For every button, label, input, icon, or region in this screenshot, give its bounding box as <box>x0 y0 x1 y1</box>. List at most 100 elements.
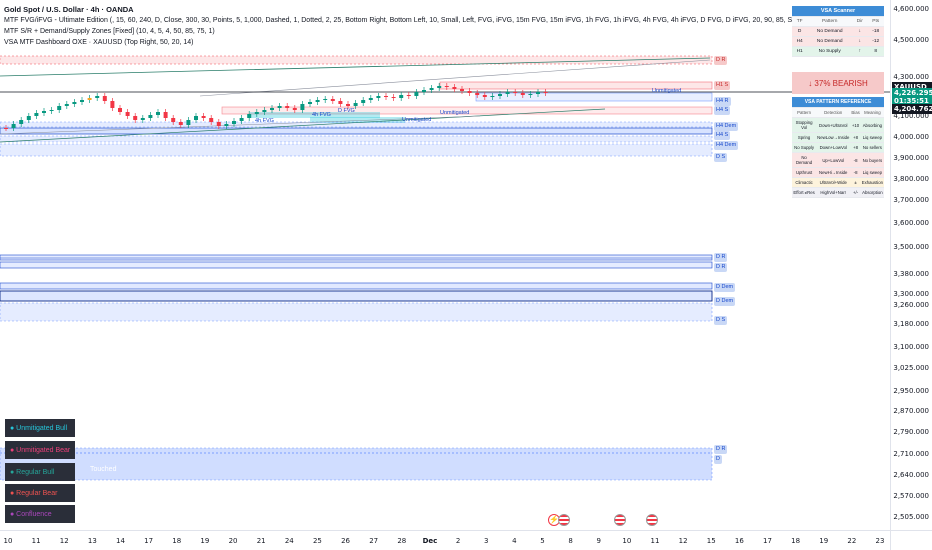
fvg-zone <box>0 447 713 481</box>
cell-dir: ↓ <box>852 26 868 37</box>
demand-zone <box>0 261 713 269</box>
candle-body <box>201 116 206 118</box>
price-tick-label: 3,025.000 <box>893 364 929 372</box>
time-tick-label: 11 <box>650 537 660 545</box>
candle-body <box>216 122 221 126</box>
table-cell: Down+LowVol <box>816 142 851 153</box>
symbol-title[interactable]: Gold Spot / U.S. Dollar · 4h · OANDA <box>4 5 134 14</box>
table-cell: No sellers <box>860 142 884 153</box>
candle-body <box>315 100 320 102</box>
time-tick-label: 15 <box>706 537 716 545</box>
price-tick-label: 3,500.000 <box>893 243 929 251</box>
candle-body <box>520 93 525 95</box>
table-cell: ± <box>850 177 861 188</box>
price-tick-label: 3,100.000 <box>893 343 929 351</box>
time-tick-label: 10 <box>3 537 13 545</box>
chart-pane[interactable]: Gold Spot / U.S. Dollar · 4h · OANDA MTF… <box>0 0 890 530</box>
time-tick-label: 5 <box>540 537 545 545</box>
cell-pattern: No Demand <box>807 36 853 47</box>
table-row: Spring NewLow→Inside +8 Liq sweep <box>792 132 884 143</box>
cell-dir: ↑ <box>852 46 868 57</box>
col-header: Pattern <box>807 16 853 27</box>
candle-body <box>262 110 267 112</box>
table-cell: +/- <box>850 187 861 198</box>
zone-tag: H4 S <box>714 106 731 115</box>
fvg-label: Unmitigated <box>440 110 470 116</box>
price-tick-label: 3,300.000 <box>893 290 929 298</box>
us-flag-icon[interactable] <box>646 514 658 526</box>
candle-body <box>338 101 343 104</box>
candle-body <box>452 87 457 89</box>
price-tick-label: 4,300.000 <box>893 73 929 81</box>
candle-body <box>437 86 442 88</box>
table-cell: Upthrust <box>792 167 817 178</box>
candle-body <box>330 99 335 101</box>
time-tick-label: 17 <box>763 537 772 545</box>
table-cell: NewHi→Inside <box>816 167 851 178</box>
table-cell: UltraVol+Wide <box>816 177 851 188</box>
time-tick-label: 8 <box>568 537 573 545</box>
candle-body <box>209 118 214 122</box>
table-row: Upthrust NewHi→Inside -8 Liq sweep <box>792 167 884 178</box>
col-header: Pattern <box>792 107 817 118</box>
demand-zone <box>0 290 713 302</box>
symbol-tag: XAUUSD <box>892 82 932 92</box>
candle-body <box>11 124 16 128</box>
time-tick-label: Dec <box>422 537 438 545</box>
vsa-scanner-title: VSA Scanner <box>792 6 884 17</box>
us-flag-icon[interactable] <box>614 514 626 526</box>
trend-line <box>0 108 606 143</box>
price-tick-label: 4,500.000 <box>893 36 929 44</box>
fvg-label: 4h FVG <box>312 112 331 118</box>
price-tick-label: 2,570.000 <box>893 492 929 500</box>
time-tick-label: 19 <box>200 537 210 545</box>
us-flag-icon[interactable] <box>558 514 570 526</box>
candle-body <box>110 101 115 108</box>
zone-tag: D Dem <box>714 283 736 292</box>
candle-body <box>505 92 510 94</box>
price-tick-label: 2,710.000 <box>893 450 929 458</box>
fvg-label: D FVG <box>338 108 355 114</box>
cell-dir: ↓ <box>852 36 868 47</box>
price-tick-label: 2,790.000 <box>893 428 929 436</box>
candle-body <box>178 122 183 125</box>
zone-tag: H4 S <box>714 131 731 140</box>
col-header: Bias <box>850 107 861 118</box>
fvg-zone <box>475 92 713 102</box>
axis-corner[interactable] <box>890 530 932 550</box>
price-tick-label: 2,950.000 <box>893 387 929 395</box>
table-cell: Up+LowVol <box>816 152 851 168</box>
candle-body <box>224 124 229 126</box>
time-tick-label: 2 <box>455 537 461 545</box>
col-header: TF <box>792 16 808 27</box>
indicator-vsa[interactable]: VSA MTF Dashboard OXE · XAUUSD (Top Righ… <box>4 39 194 46</box>
price-axis[interactable]: 4,600.000 4,500.000 4,300.000 4,100.000 4,00… <box>890 0 932 530</box>
table-cell: -8 <box>850 167 861 178</box>
fvg-label: Touched <box>90 466 117 473</box>
candle-body <box>64 104 69 106</box>
supply-zone <box>439 81 713 90</box>
chart-canvas[interactable] <box>0 0 890 530</box>
table-row: Effort ≠Res HighVol+Narr +/- Absorption <box>792 187 884 198</box>
demand-zone <box>0 121 713 128</box>
time-tick-label: 20 <box>228 537 238 545</box>
time-tick-label: 24 <box>284 537 294 545</box>
vsa-reference-title: VSA PATTERN REFERENCE <box>792 97 884 108</box>
zone-tag: D R <box>714 445 728 454</box>
col-header: Meaning <box>860 107 884 118</box>
cell-pts: -18 <box>867 26 884 37</box>
trend-line <box>0 57 711 77</box>
candlestick-series <box>4 83 548 131</box>
candle-body <box>414 92 419 96</box>
fvg-label: 4h FVG <box>255 118 274 124</box>
indicator-fvg[interactable]: MTF FVG/iFVG - Ultimate Edition (, 15, 6… <box>4 17 814 24</box>
col-header: Dir <box>852 16 868 27</box>
table-cell: +8 <box>850 132 861 143</box>
cell-tf: H4 <box>792 36 808 47</box>
table-cell: Liq sweep <box>860 167 884 178</box>
table-row: No Supply Down+LowVol +8 No sellers <box>792 142 884 153</box>
candle-body <box>247 114 252 118</box>
time-axis[interactable]: 10 11 12 13 14 17 18 19 20 21 24 25 26 27 28 Dec 2 3 4 5 8 9 1… <box>0 530 890 550</box>
candle-body <box>543 92 548 93</box>
indicator-sr[interactable]: MTF S/R + Demand/Supply Zones [Fixed] (1… <box>4 28 215 35</box>
